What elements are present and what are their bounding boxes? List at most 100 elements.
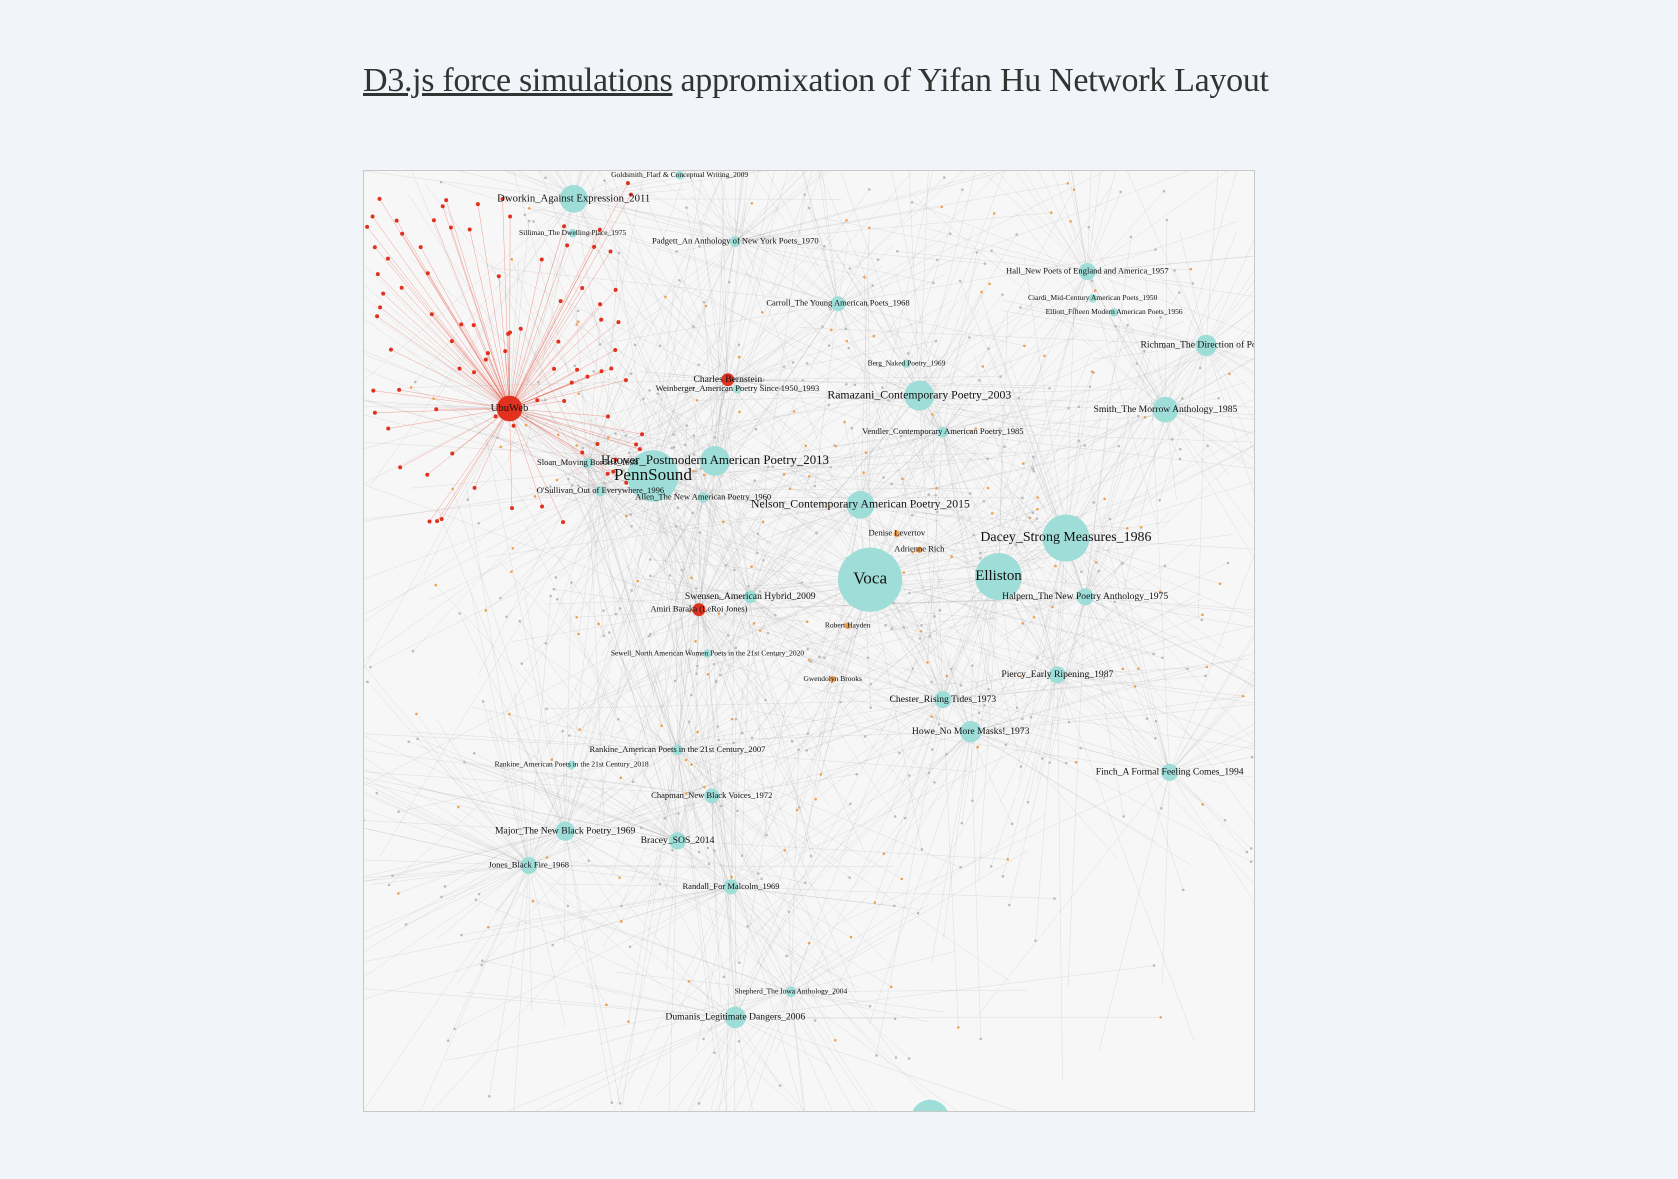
edge [431,314,510,409]
minor-node [902,625,906,629]
edge [735,212,1052,242]
minor-node [576,309,580,313]
edge [1065,325,1128,539]
edge [942,191,1165,433]
edge [786,731,971,910]
minor-node [649,574,652,578]
edge [1205,290,1254,346]
minor-node [1181,397,1184,400]
edge [750,596,767,836]
node [595,485,606,497]
edge [835,431,943,447]
edge [735,171,743,242]
edge [1142,323,1207,346]
edge [587,462,726,615]
minor-node [782,365,786,368]
edge [914,432,944,508]
edge [533,388,601,492]
edge [528,701,841,866]
minor-node [399,285,404,290]
edge [897,251,1088,272]
edge [1085,565,1166,598]
edge [579,504,861,730]
edge [665,296,861,505]
edge [746,504,861,546]
edge [730,696,1042,888]
edge [714,460,830,481]
edge [677,518,1038,751]
minor-node [1048,761,1051,764]
minor-node [674,524,678,528]
minor-node [618,607,622,610]
minor-node [440,204,445,209]
minor-node [1006,858,1010,861]
edge [735,904,929,1018]
edge [1087,191,1121,272]
minor-node [866,304,869,307]
minor-node [876,258,880,261]
edge [860,227,870,505]
edge [790,600,939,992]
minor-node [1117,444,1121,448]
minor-node [683,443,687,447]
edge [703,398,1069,498]
edge [1085,596,1136,687]
minor-node [906,352,910,355]
minor-node [614,612,618,616]
d3-link[interactable]: D3.js force simulations [363,62,673,99]
edge [652,475,835,754]
minor-node [1015,706,1019,710]
edge [860,227,975,505]
node [1088,294,1097,303]
edge [509,376,588,409]
edge [1085,398,1183,597]
edge [497,268,839,304]
minor-node [805,620,809,624]
edge [614,579,871,735]
node-label: Nelson_Contemporary American Poetry_2015 [751,498,970,511]
minor-node [648,558,652,561]
edge [870,473,1083,580]
edge [528,865,607,1005]
edge [821,217,1088,272]
edge [445,200,510,409]
minor-node [613,287,618,292]
edge [707,504,861,675]
minor-node [626,460,629,464]
minor-node [730,875,733,879]
edge [1165,327,1254,410]
minor-node [685,424,689,427]
edge [977,674,1058,748]
minor-node [680,568,684,572]
node [1078,263,1096,281]
minor-node [934,339,938,343]
minor-node [1031,467,1035,471]
edge [1165,409,1254,468]
edge [441,795,712,898]
edge [565,831,620,878]
minor-node [979,556,982,560]
edge [509,229,601,409]
edge [970,704,1254,732]
edge [860,461,1057,506]
edge [415,198,574,383]
minor-node [481,700,485,703]
edge [603,840,678,947]
edge [587,318,601,464]
edge [600,303,839,657]
edge [837,303,980,381]
edge [435,584,678,841]
edge [509,183,629,409]
minor-node [648,389,651,392]
edge [1087,271,1181,460]
edge [392,830,566,877]
edge [1206,345,1254,360]
node [699,445,730,476]
edge [721,171,728,380]
edge [500,475,654,720]
edge [1205,345,1254,373]
minor-node [1019,674,1023,678]
minor-node [518,326,523,331]
node [912,1099,948,1111]
edge [666,373,728,380]
